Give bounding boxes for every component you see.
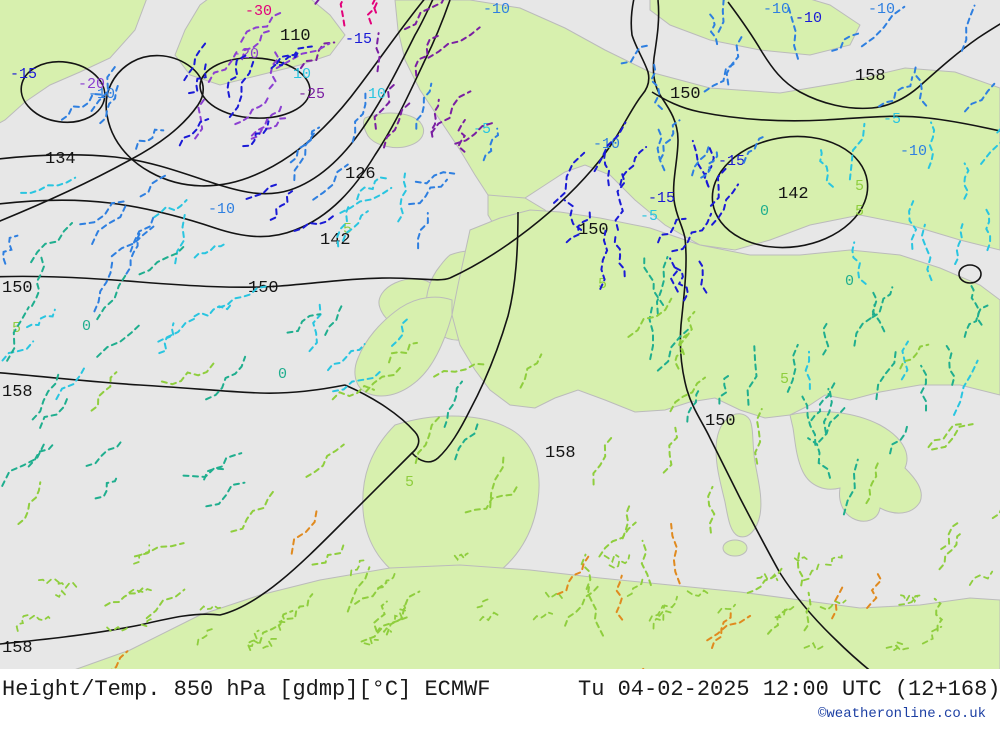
svg-text:134: 134 xyxy=(45,150,76,169)
svg-text:-15: -15 xyxy=(345,31,372,48)
svg-text:5: 5 xyxy=(855,178,864,195)
svg-text:-10: -10 xyxy=(795,10,822,27)
svg-text:150: 150 xyxy=(2,279,33,298)
svg-text:-10: -10 xyxy=(483,1,510,18)
svg-text:-15: -15 xyxy=(718,153,745,170)
svg-text:150: 150 xyxy=(705,412,736,431)
svg-text:-10: -10 xyxy=(208,201,235,218)
svg-text:0: 0 xyxy=(845,273,854,290)
svg-text:-30: -30 xyxy=(245,3,272,20)
svg-text:142: 142 xyxy=(778,185,809,204)
svg-text:0: 0 xyxy=(82,318,91,335)
svg-text:-5: -5 xyxy=(640,208,658,225)
svg-text:5: 5 xyxy=(405,474,414,491)
svg-text:-10: -10 xyxy=(88,86,115,103)
svg-text:10: 10 xyxy=(368,86,386,103)
svg-text:10: 10 xyxy=(293,66,311,83)
svg-text:0: 0 xyxy=(760,203,769,220)
svg-text:-25: -25 xyxy=(298,86,325,103)
svg-text:5: 5 xyxy=(855,203,864,220)
svg-text:0: 0 xyxy=(278,366,287,383)
svg-text:150: 150 xyxy=(578,221,609,240)
svg-text:-10: -10 xyxy=(900,143,927,160)
svg-text:150: 150 xyxy=(670,85,701,104)
svg-text:158: 158 xyxy=(2,639,33,658)
svg-text:-15: -15 xyxy=(648,190,675,207)
svg-text:-10: -10 xyxy=(868,1,895,18)
svg-text:-10: -10 xyxy=(763,1,790,18)
svg-text:158: 158 xyxy=(2,383,33,402)
svg-text:-5: -5 xyxy=(883,111,901,128)
svg-text:158: 158 xyxy=(855,67,886,86)
svg-text:150: 150 xyxy=(248,279,279,298)
svg-text:158: 158 xyxy=(545,444,576,463)
svg-text:-15: -15 xyxy=(10,66,37,83)
svg-text:5: 5 xyxy=(780,371,789,388)
svg-text:126: 126 xyxy=(345,165,376,184)
svg-text:110: 110 xyxy=(280,27,311,46)
